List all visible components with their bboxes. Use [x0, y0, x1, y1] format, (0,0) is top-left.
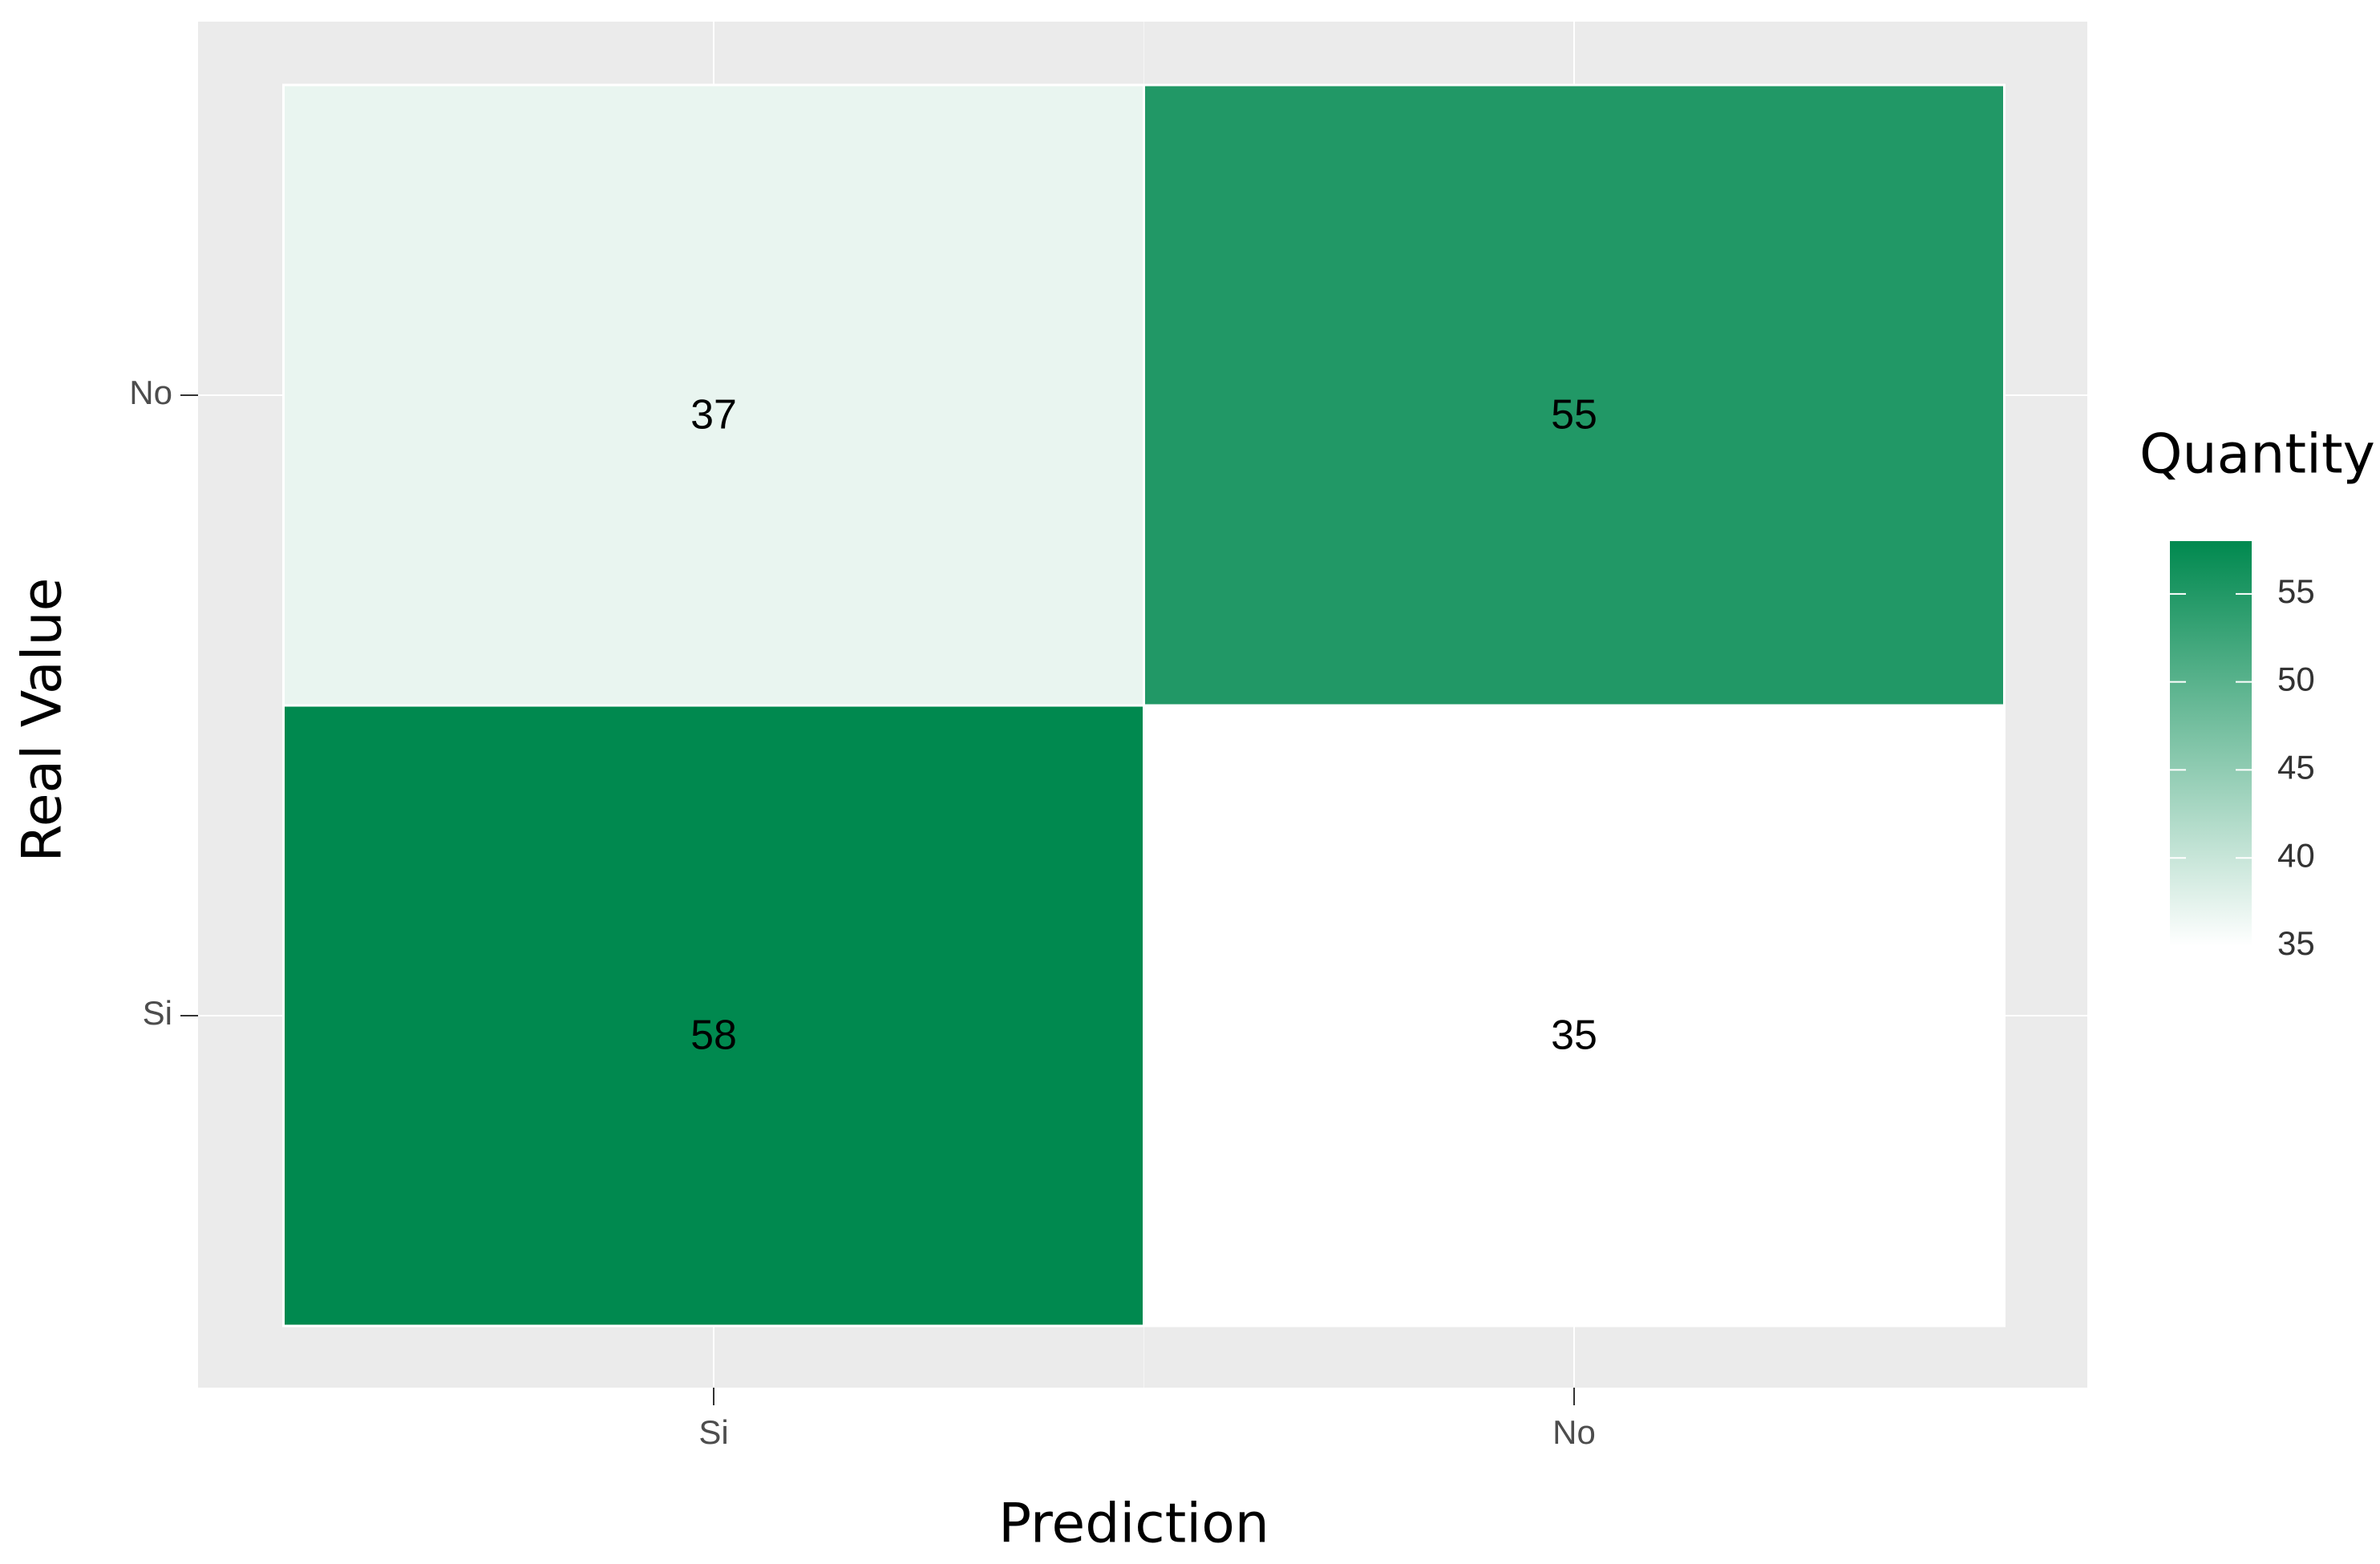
legend-tick-label: 35	[2277, 924, 2315, 962]
legend-tick-label: 40	[2277, 836, 2315, 874]
cell	[1143, 83, 2006, 707]
y-axis-title: Real Value	[11, 578, 75, 863]
x-tick-label: Si	[698, 1413, 728, 1451]
y-tick-label: Si	[143, 994, 172, 1032]
cell	[282, 83, 1145, 707]
x-axis-title: Prediction	[998, 1493, 1269, 1556]
colorbar	[2170, 541, 2252, 946]
cell-label: 55	[1551, 392, 1597, 438]
cell	[1143, 704, 2006, 1328]
legend-tick-label: 55	[2277, 572, 2315, 610]
x-tick-label: No	[1552, 1413, 1596, 1451]
legend-title: Quantity	[2139, 423, 2375, 487]
legend-tick-label: 45	[2277, 749, 2315, 786]
y-tick-label: No	[129, 374, 172, 411]
cell-label: 37	[690, 392, 737, 438]
cell-label: 58	[690, 1012, 737, 1059]
cell-label: 35	[1551, 1012, 1597, 1059]
cell	[282, 704, 1145, 1328]
legend-tick-label: 50	[2277, 661, 2315, 698]
